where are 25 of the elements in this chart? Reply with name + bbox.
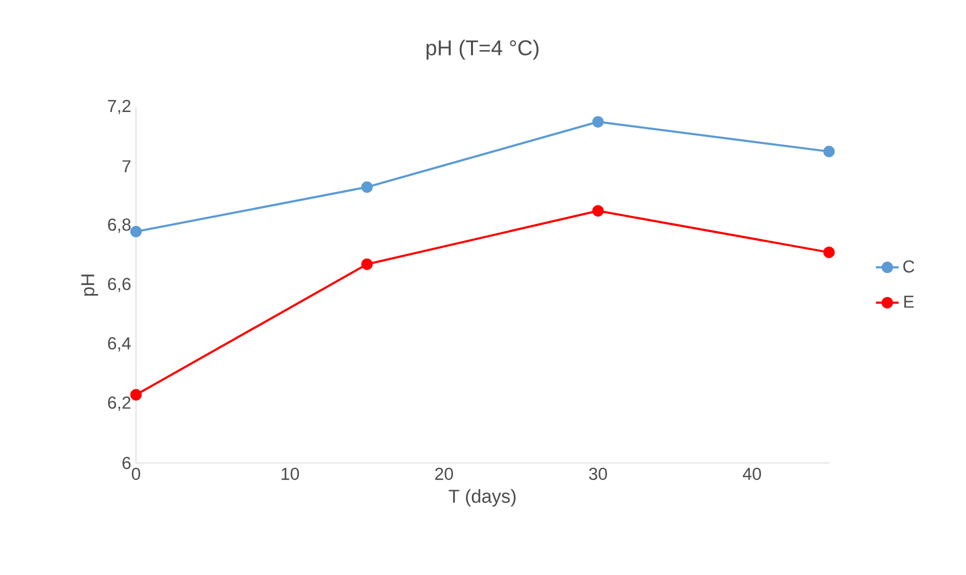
x-axis-title: T (days) bbox=[448, 489, 516, 507]
y-tick-label: 6,8 bbox=[108, 218, 131, 233]
x-tick-label: 20 bbox=[435, 468, 453, 480]
point bbox=[361, 181, 373, 193]
chart-title: pH (T=4 °C) bbox=[426, 40, 538, 60]
legend-label: C bbox=[903, 260, 914, 273]
point bbox=[592, 116, 604, 128]
point bbox=[823, 246, 835, 258]
legend-label: E bbox=[904, 296, 914, 308]
x-tick-label: 0 bbox=[132, 468, 140, 480]
y-axis-title: pH bbox=[81, 274, 98, 296]
point bbox=[130, 389, 142, 401]
point bbox=[592, 205, 604, 217]
x-tick-label: 30 bbox=[589, 468, 607, 480]
point bbox=[823, 146, 835, 158]
point bbox=[130, 226, 142, 238]
y-tick-label: 6,2 bbox=[108, 396, 130, 411]
y-tick-label: 7 bbox=[122, 160, 130, 172]
y-tick-label: 6 bbox=[122, 456, 131, 470]
x-tick-label: 10 bbox=[282, 468, 299, 480]
y-tick-label: 7,2 bbox=[108, 100, 130, 114]
y-tick-label: 6,4 bbox=[108, 337, 131, 352]
point bbox=[361, 258, 373, 270]
y-tick-label: 6,6 bbox=[108, 278, 131, 292]
x-tick-label: 40 bbox=[742, 468, 761, 480]
